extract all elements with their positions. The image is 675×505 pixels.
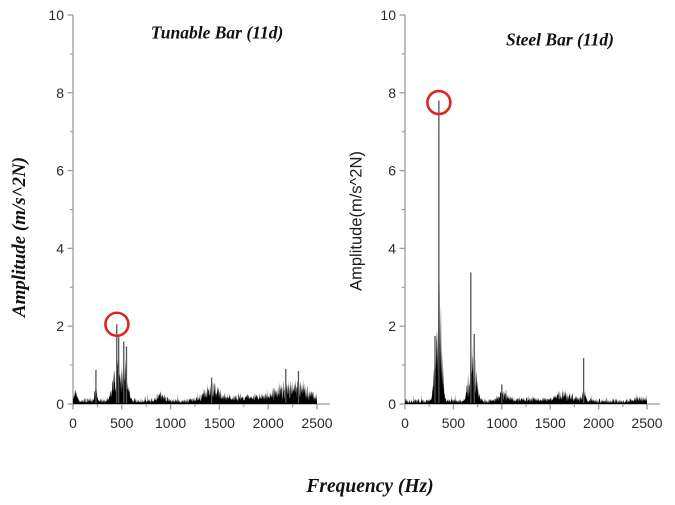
x-tick-label: 0 (401, 415, 409, 431)
y-tick-label: 4 (56, 240, 64, 256)
y-tick-label: 4 (388, 240, 396, 256)
x-tick-label: 500 (110, 415, 134, 431)
y-tick-label: 10 (48, 7, 64, 23)
y-tick-label: 0 (56, 396, 64, 412)
spectrum-series (73, 356, 317, 404)
y-tick-label: 6 (388, 163, 396, 179)
x-tick-label: 2500 (631, 415, 662, 431)
x-tick-label: 0 (69, 415, 77, 431)
axis-spine (404, 15, 660, 405)
y-tick-label: 8 (388, 85, 396, 101)
plot-title-steel-bar: Steel Bar (11d) (506, 29, 614, 50)
x-tick-label: 1000 (486, 415, 517, 431)
x-tick-label: 2000 (583, 415, 614, 431)
y-axis-label-tunable: Amplitude (m/s^2N) (9, 156, 30, 318)
plot-title-tunable-bar: Tunable Bar (11d) (150, 22, 284, 43)
peak-highlight-circle (104, 311, 130, 338)
y-tick-label: 8 (56, 85, 64, 101)
y-tick-label: 6 (56, 163, 64, 179)
x-tick-label: 1000 (155, 415, 186, 431)
x-tick-label: 2500 (301, 415, 332, 431)
y-axis-label-steel: Amplitude(m/s^2N) (347, 151, 366, 291)
y-tick-label: 0 (388, 396, 396, 412)
spectrum-series (405, 238, 647, 404)
peak-highlight-circle (426, 89, 452, 116)
spectrum-plots-canvas: 0 2 4 6 8 10 0 500 1000 1500 2000 2500 0 2 4 6 8 10 0 500 10… (48, 7, 662, 431)
x-tick-label: 2000 (253, 415, 284, 431)
y-tick-label: 10 (380, 7, 396, 23)
x-tick-label: 500 (442, 415, 466, 431)
x-tick-label: 1500 (535, 415, 566, 431)
y-tick-label: 2 (56, 318, 64, 334)
x-tick-label: 1500 (204, 415, 235, 431)
y-tick-label: 2 (388, 318, 396, 334)
axis-spine (72, 15, 330, 405)
x-axis-label-frequency: Frequency (Hz) (306, 476, 434, 497)
